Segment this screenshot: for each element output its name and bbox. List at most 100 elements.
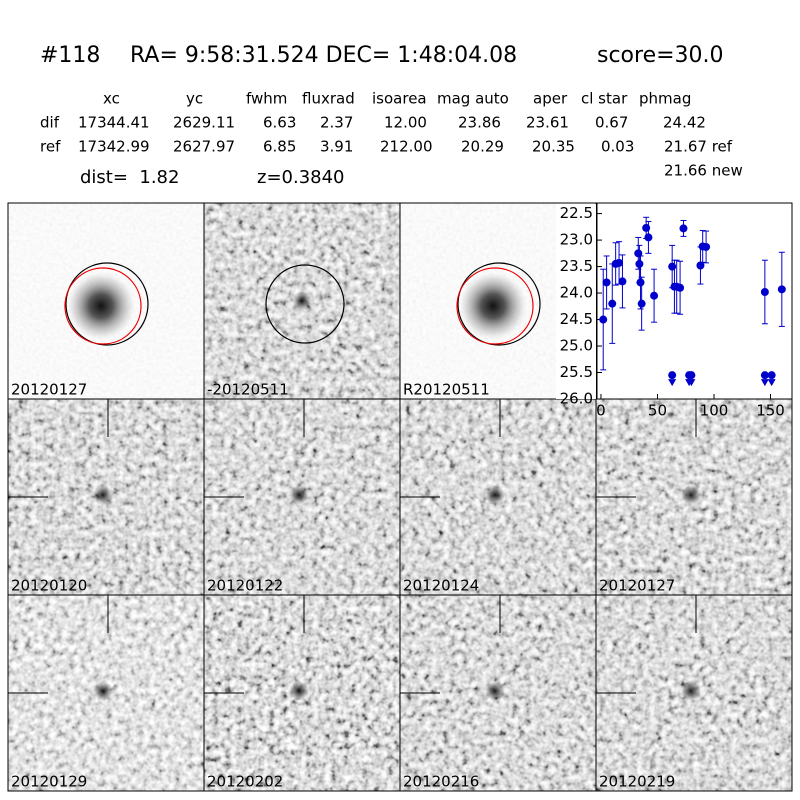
table-cell: 23.86 <box>458 114 501 132</box>
source <box>485 681 505 701</box>
stamp-label: 20120120 <box>11 577 87 595</box>
stamp-label: 20120124 <box>403 577 479 595</box>
column-header: yc <box>186 90 203 108</box>
x-tick-label: 50 <box>648 402 667 420</box>
stamp-frame <box>595 594 793 792</box>
source <box>681 681 701 701</box>
table-cell: 2627.97 <box>173 138 235 156</box>
point <box>668 262 677 271</box>
point <box>760 371 769 380</box>
point <box>644 233 653 242</box>
table-cell: 2.37 <box>320 114 353 132</box>
point <box>599 315 608 324</box>
source <box>485 485 505 505</box>
x-tick-label: 100 <box>700 402 729 420</box>
column-header: fluxrad <box>302 90 355 108</box>
point <box>615 258 624 267</box>
table-cell: dif <box>40 114 60 132</box>
plot-area <box>596 202 793 400</box>
source <box>93 485 113 505</box>
redshift: z=0.3840 <box>257 167 345 188</box>
y-tick-label: 24.5 <box>560 310 593 328</box>
stamp-label: 20120127 <box>11 381 87 399</box>
aperture <box>65 262 149 346</box>
y-tick-label: 26.0 <box>560 390 593 408</box>
table-cell: 21.67 ref <box>664 138 733 156</box>
limit-arrow <box>687 379 696 387</box>
stamp-label: 20120122 <box>207 577 283 595</box>
point <box>642 223 651 232</box>
y-tick-label: 23.5 <box>560 257 593 275</box>
x-tick-label: 0 <box>596 402 606 420</box>
point <box>636 278 645 287</box>
table-cell: 20.29 <box>461 138 504 156</box>
header-coords: RA= 9:58:31.524 DEC= 1:48:04.08 <box>130 43 517 68</box>
point <box>687 371 696 380</box>
stamp-label: -20120511 <box>207 381 289 399</box>
stamp-label: 20120127 <box>599 577 675 595</box>
table-cell: 23.61 <box>526 114 569 132</box>
point <box>777 285 786 294</box>
source <box>681 485 701 505</box>
limit-arrow <box>668 379 677 387</box>
table-cell: 212.00 <box>380 138 433 156</box>
point <box>767 371 776 380</box>
column-header: cl star <box>581 90 628 108</box>
point <box>679 224 688 233</box>
stamp-label: 20120202 <box>207 773 283 791</box>
column-header: xc <box>103 90 120 108</box>
column-header: isoarea <box>372 90 427 108</box>
x-tick-label: 150 <box>756 402 785 420</box>
point <box>676 283 685 292</box>
aperture-ref <box>456 267 534 345</box>
table-cell: 0.03 <box>601 138 634 156</box>
limit-arrow <box>760 379 769 387</box>
table-cell: 6.85 <box>263 138 296 156</box>
table-cell: 3.91 <box>320 138 353 156</box>
source <box>289 485 309 505</box>
label-backdrop <box>556 204 596 399</box>
note: 21.66 new <box>664 162 743 180</box>
galaxy <box>459 272 527 340</box>
source <box>93 681 113 701</box>
table-cell: 17342.99 <box>78 138 150 156</box>
header-id: #118 <box>40 43 100 68</box>
aperture-ref <box>64 267 142 345</box>
table-cell: 17344.41 <box>78 114 150 132</box>
column-header: mag auto <box>437 90 509 108</box>
point <box>635 259 644 268</box>
column-header: fwhm <box>246 90 287 108</box>
source <box>289 681 309 701</box>
y-tick-label: 24.0 <box>560 284 593 302</box>
table-cell: 20.35 <box>532 138 575 156</box>
point <box>668 371 677 380</box>
point <box>650 291 659 300</box>
table-cell: 2629.11 <box>173 114 235 132</box>
stamp-label: 20120219 <box>599 773 675 791</box>
header-score: score=30.0 <box>597 43 724 68</box>
galaxy <box>67 272 135 340</box>
y-tick-label: 25.0 <box>560 337 593 355</box>
table-cell: 0.67 <box>595 114 628 132</box>
stamp-label: R20120511 <box>403 381 490 399</box>
y-tick-label: 22.5 <box>560 204 593 222</box>
y-tick-label: 25.5 <box>560 363 593 381</box>
point <box>608 299 617 308</box>
stamp-label: 20120129 <box>11 773 87 791</box>
point <box>696 261 705 270</box>
y-tick-label: 23.0 <box>560 231 593 249</box>
table-cell: 24.42 <box>663 114 706 132</box>
table-cell: 12.00 <box>384 114 427 132</box>
point <box>637 299 646 308</box>
aperture <box>265 264 345 344</box>
point <box>618 277 627 286</box>
table-cell: 6.63 <box>263 114 296 132</box>
dist: dist= 1.82 <box>80 167 179 188</box>
point <box>702 242 711 251</box>
source <box>292 291 312 311</box>
aperture <box>457 262 541 346</box>
limit-arrow <box>767 379 776 387</box>
column-header: phmag <box>639 90 691 108</box>
stamp-label: 20120216 <box>403 773 479 791</box>
column-header: aper <box>533 90 568 108</box>
